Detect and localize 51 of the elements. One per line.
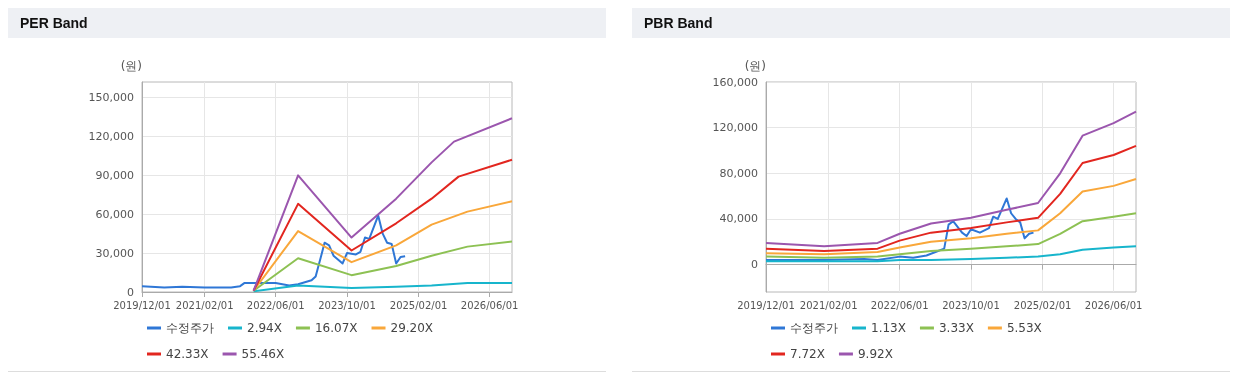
x-tick-label: 2021/02/01 (799, 299, 858, 311)
legend-label: 수정주가 (790, 321, 838, 335)
line-series (765, 110, 1137, 248)
x-tick-label: 2022/06/01 (246, 299, 305, 311)
x-tick-label: 2019/12/01 (113, 299, 171, 311)
y-tick-label: 150,000 (88, 91, 134, 105)
y-axis-title: (원) (744, 59, 766, 73)
x-tick-label: 2019/12/01 (737, 299, 795, 311)
y-tick-label: 40,000 (719, 212, 758, 226)
legend-label: 5.53X (1006, 321, 1042, 335)
x-tick-label: 2021/02/01 (175, 299, 234, 311)
chart-title: PBR Band (632, 8, 1230, 38)
line-series (252, 240, 513, 292)
legend-label: 1.13X (871, 321, 906, 335)
chart-title: PER Band (8, 8, 606, 38)
y-tick-label: 30,000 (95, 246, 134, 260)
x-tick-label: 2023/10/01 (942, 299, 1000, 311)
legend-label: 16.07X (314, 321, 358, 335)
y-tick-label: 0 (751, 258, 758, 272)
x-tick-label: 2025/02/01 (1013, 299, 1072, 311)
line-series (252, 117, 513, 292)
y-tick-label: 120,000 (88, 129, 134, 143)
legend-label: 7.72X (790, 347, 825, 361)
line-series (765, 144, 1137, 252)
legend-label: 수정주가 (166, 321, 214, 335)
legend-label: 2.94X (247, 321, 282, 335)
y-tick-label: 120,000 (712, 121, 758, 135)
x-tick-label: 2022/06/01 (870, 299, 929, 311)
legend-label: 55.46X (241, 347, 285, 361)
y-tick-label: 90,000 (95, 168, 134, 182)
line-series (765, 212, 1137, 259)
legend-label: 29.20X (390, 321, 434, 335)
x-tick-label: 2023/10/01 (318, 299, 376, 311)
line-series (252, 200, 513, 292)
legend-label: 42.33X (166, 347, 209, 361)
x-tick-label: 2026/06/01 (460, 299, 519, 311)
legend-label: 9.92X (857, 347, 893, 361)
x-tick-label: 2026/06/01 (1084, 299, 1143, 311)
legend-label: 3.33X (938, 321, 974, 335)
line-series (765, 245, 1137, 263)
y-tick-label: 60,000 (95, 207, 134, 221)
y-axis-title: (원) (120, 59, 142, 73)
y-tick-label: 80,000 (719, 166, 758, 180)
line-series (765, 197, 1035, 262)
line-series (252, 158, 513, 292)
line-series (765, 178, 1137, 256)
line-series (252, 281, 513, 293)
line-series (141, 214, 407, 289)
y-tick-label: 160,000 (712, 75, 758, 89)
y-tick-label: 0 (127, 285, 134, 299)
x-tick-label: 2025/02/01 (389, 299, 448, 311)
